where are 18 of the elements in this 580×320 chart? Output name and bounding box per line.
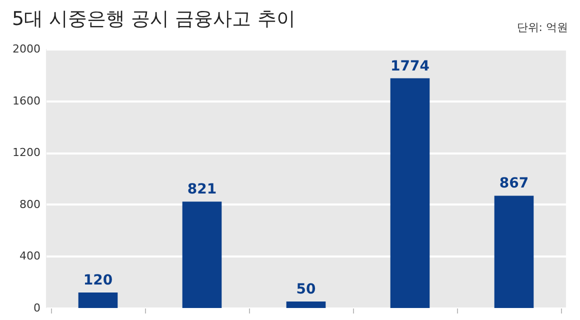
bar (78, 292, 118, 308)
y-tick-label: 400 (20, 250, 40, 263)
bar (286, 302, 326, 308)
chart-title: 5대 시중은행 공시 금융사고 추이 (12, 8, 296, 30)
data-label: 1774 (390, 58, 430, 74)
y-tick-label: 2000 (12, 42, 40, 56)
data-label: 867 (499, 176, 529, 192)
y-tick-label: 800 (20, 198, 40, 211)
bar (494, 196, 534, 308)
y-tick-label: 1600 (12, 94, 40, 108)
text: 단위: 억원 (516, 20, 568, 35)
y-tick-label: 1200 (12, 146, 40, 160)
data-label: 821 (187, 182, 217, 198)
data-label: 50 (296, 282, 316, 298)
bar (390, 78, 430, 308)
data-label: 120 (83, 272, 113, 288)
y-tick-label: 0 (34, 302, 40, 314)
bar (182, 202, 222, 308)
